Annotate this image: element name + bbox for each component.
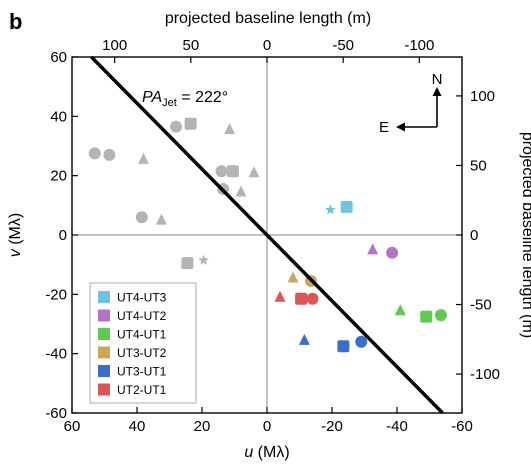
compass: N E bbox=[379, 71, 442, 136]
jet-position-angle-line bbox=[90, 55, 444, 415]
legend-swatch-ut3-ut1 bbox=[98, 365, 110, 377]
mirror-point bbox=[170, 120, 182, 133]
y-tick-label: 20 bbox=[50, 168, 67, 185]
panel-label: b bbox=[9, 9, 22, 34]
top-tick-label: -100 bbox=[404, 37, 434, 54]
top-tick-label: 0 bbox=[263, 37, 271, 54]
mirror-point bbox=[88, 147, 101, 160]
legend-swatch-ut4-ut3 bbox=[98, 291, 110, 303]
compass-north-label: N bbox=[432, 71, 443, 88]
point-ut2-ut1 bbox=[306, 292, 319, 305]
jet-pa-label: PAJet = 222° bbox=[142, 89, 228, 109]
y-tick-label: 0 bbox=[59, 227, 67, 244]
mirror-point bbox=[248, 166, 260, 178]
right-axis-title: projected baseline length (m) bbox=[519, 132, 531, 338]
y-tick-label: -40 bbox=[45, 346, 67, 363]
top-tick-label: -50 bbox=[332, 37, 354, 54]
legend-label-ut2-ut1: UT2-UT1 bbox=[117, 383, 167, 397]
top-axis-title: projected baseline length (m) bbox=[165, 10, 371, 27]
mirror-point bbox=[235, 185, 247, 197]
x-tick-label: 40 bbox=[129, 418, 146, 435]
point-ut4-ut1 bbox=[434, 309, 447, 322]
y-axis-title: v (Mλ) bbox=[7, 213, 24, 257]
mirror-point bbox=[198, 254, 209, 265]
jet-pa-main: PA bbox=[142, 89, 162, 106]
x-tick-label: 0 bbox=[263, 418, 271, 435]
x-axis-title-unit: (Mλ) bbox=[253, 444, 289, 461]
right-tick-label: -100 bbox=[470, 366, 500, 383]
x-axis-title-var: u bbox=[244, 444, 253, 461]
point-ut4-ut1 bbox=[420, 310, 433, 323]
x-tick-label: 60 bbox=[64, 418, 81, 435]
compass-east-arrowhead bbox=[396, 122, 405, 132]
legend-swatch-ut4-ut1 bbox=[98, 328, 110, 340]
compass-north-arrowhead bbox=[432, 87, 442, 96]
y-axis-title-var: v bbox=[7, 248, 24, 257]
axis-ticks: 60 40 20 0 -20 -40 -60 -60 -40 -20 0 20 40 60 100 50 0 -5… bbox=[45, 37, 500, 435]
mirror-point bbox=[138, 152, 149, 164]
legend-label-ut4-ut2: UT4-UT2 bbox=[117, 309, 167, 323]
y-tick-label: 60 bbox=[50, 49, 67, 66]
point-ut4-ut3 bbox=[340, 200, 353, 213]
y-axis-title-unit: (Mλ) bbox=[7, 213, 24, 249]
legend-swatch-ut2-ut1 bbox=[98, 383, 110, 396]
mirror-point bbox=[226, 165, 239, 178]
mirror-point bbox=[135, 211, 148, 224]
x-tick-label: -60 bbox=[451, 418, 473, 435]
top-tick-label: 50 bbox=[182, 37, 199, 54]
jet-pa-value: = 222° bbox=[177, 89, 228, 106]
point-ut3-ut1 bbox=[298, 333, 310, 345]
point-ut4-ut2 bbox=[386, 246, 399, 259]
y-tick-label: -20 bbox=[45, 286, 67, 303]
point-ut2-ut1 bbox=[295, 292, 308, 305]
mirror-point bbox=[224, 123, 236, 135]
x-tick-label: -40 bbox=[386, 418, 408, 435]
mirror-point bbox=[155, 213, 167, 225]
x-tick-label: 20 bbox=[194, 418, 211, 435]
point-ut4-ut3 bbox=[325, 204, 336, 215]
point-ut4-ut2 bbox=[367, 243, 379, 255]
right-tick-label: 100 bbox=[470, 88, 495, 105]
x-tick-label: -20 bbox=[321, 418, 343, 435]
point-ut2-ut1 bbox=[274, 290, 286, 302]
right-tick-label: -50 bbox=[470, 297, 492, 314]
point-ut4-ut1 bbox=[394, 304, 406, 316]
legend-label-ut3-ut1: UT3-UT1 bbox=[117, 365, 167, 379]
top-tick-label: 100 bbox=[102, 37, 127, 54]
right-tick-label: 0 bbox=[470, 227, 478, 244]
y-tick-label: 40 bbox=[50, 108, 67, 125]
y-tick-label: -60 bbox=[45, 405, 67, 422]
legend-swatch-ut3-ut2 bbox=[98, 346, 110, 359]
mirror-point bbox=[181, 257, 194, 270]
mirror-point bbox=[184, 117, 197, 130]
legend: UT4-UT3 UT4-UT2 UT4-UT1 UT3-UT2 UT3-UT1 UT2-U… bbox=[89, 282, 197, 404]
mirror-point bbox=[215, 165, 228, 178]
jet-pa-sub: Jet bbox=[162, 97, 177, 109]
legend-label-ut3-ut2: UT3-UT2 bbox=[117, 346, 167, 360]
legend-label-ut4-ut3: UT4-UT3 bbox=[117, 291, 167, 305]
right-tick-label: 50 bbox=[470, 157, 487, 174]
point-ut3-ut2 bbox=[287, 271, 299, 283]
point-ut3-ut1 bbox=[355, 335, 368, 348]
legend-label-ut4-ut1: UT4-UT1 bbox=[117, 328, 167, 342]
x-axis-title: u (Mλ) bbox=[244, 444, 289, 461]
point-ut3-ut1 bbox=[337, 340, 350, 353]
legend-swatch-ut4-ut2 bbox=[98, 309, 110, 322]
compass-east-label: E bbox=[379, 119, 389, 136]
mirror-point bbox=[103, 148, 116, 161]
